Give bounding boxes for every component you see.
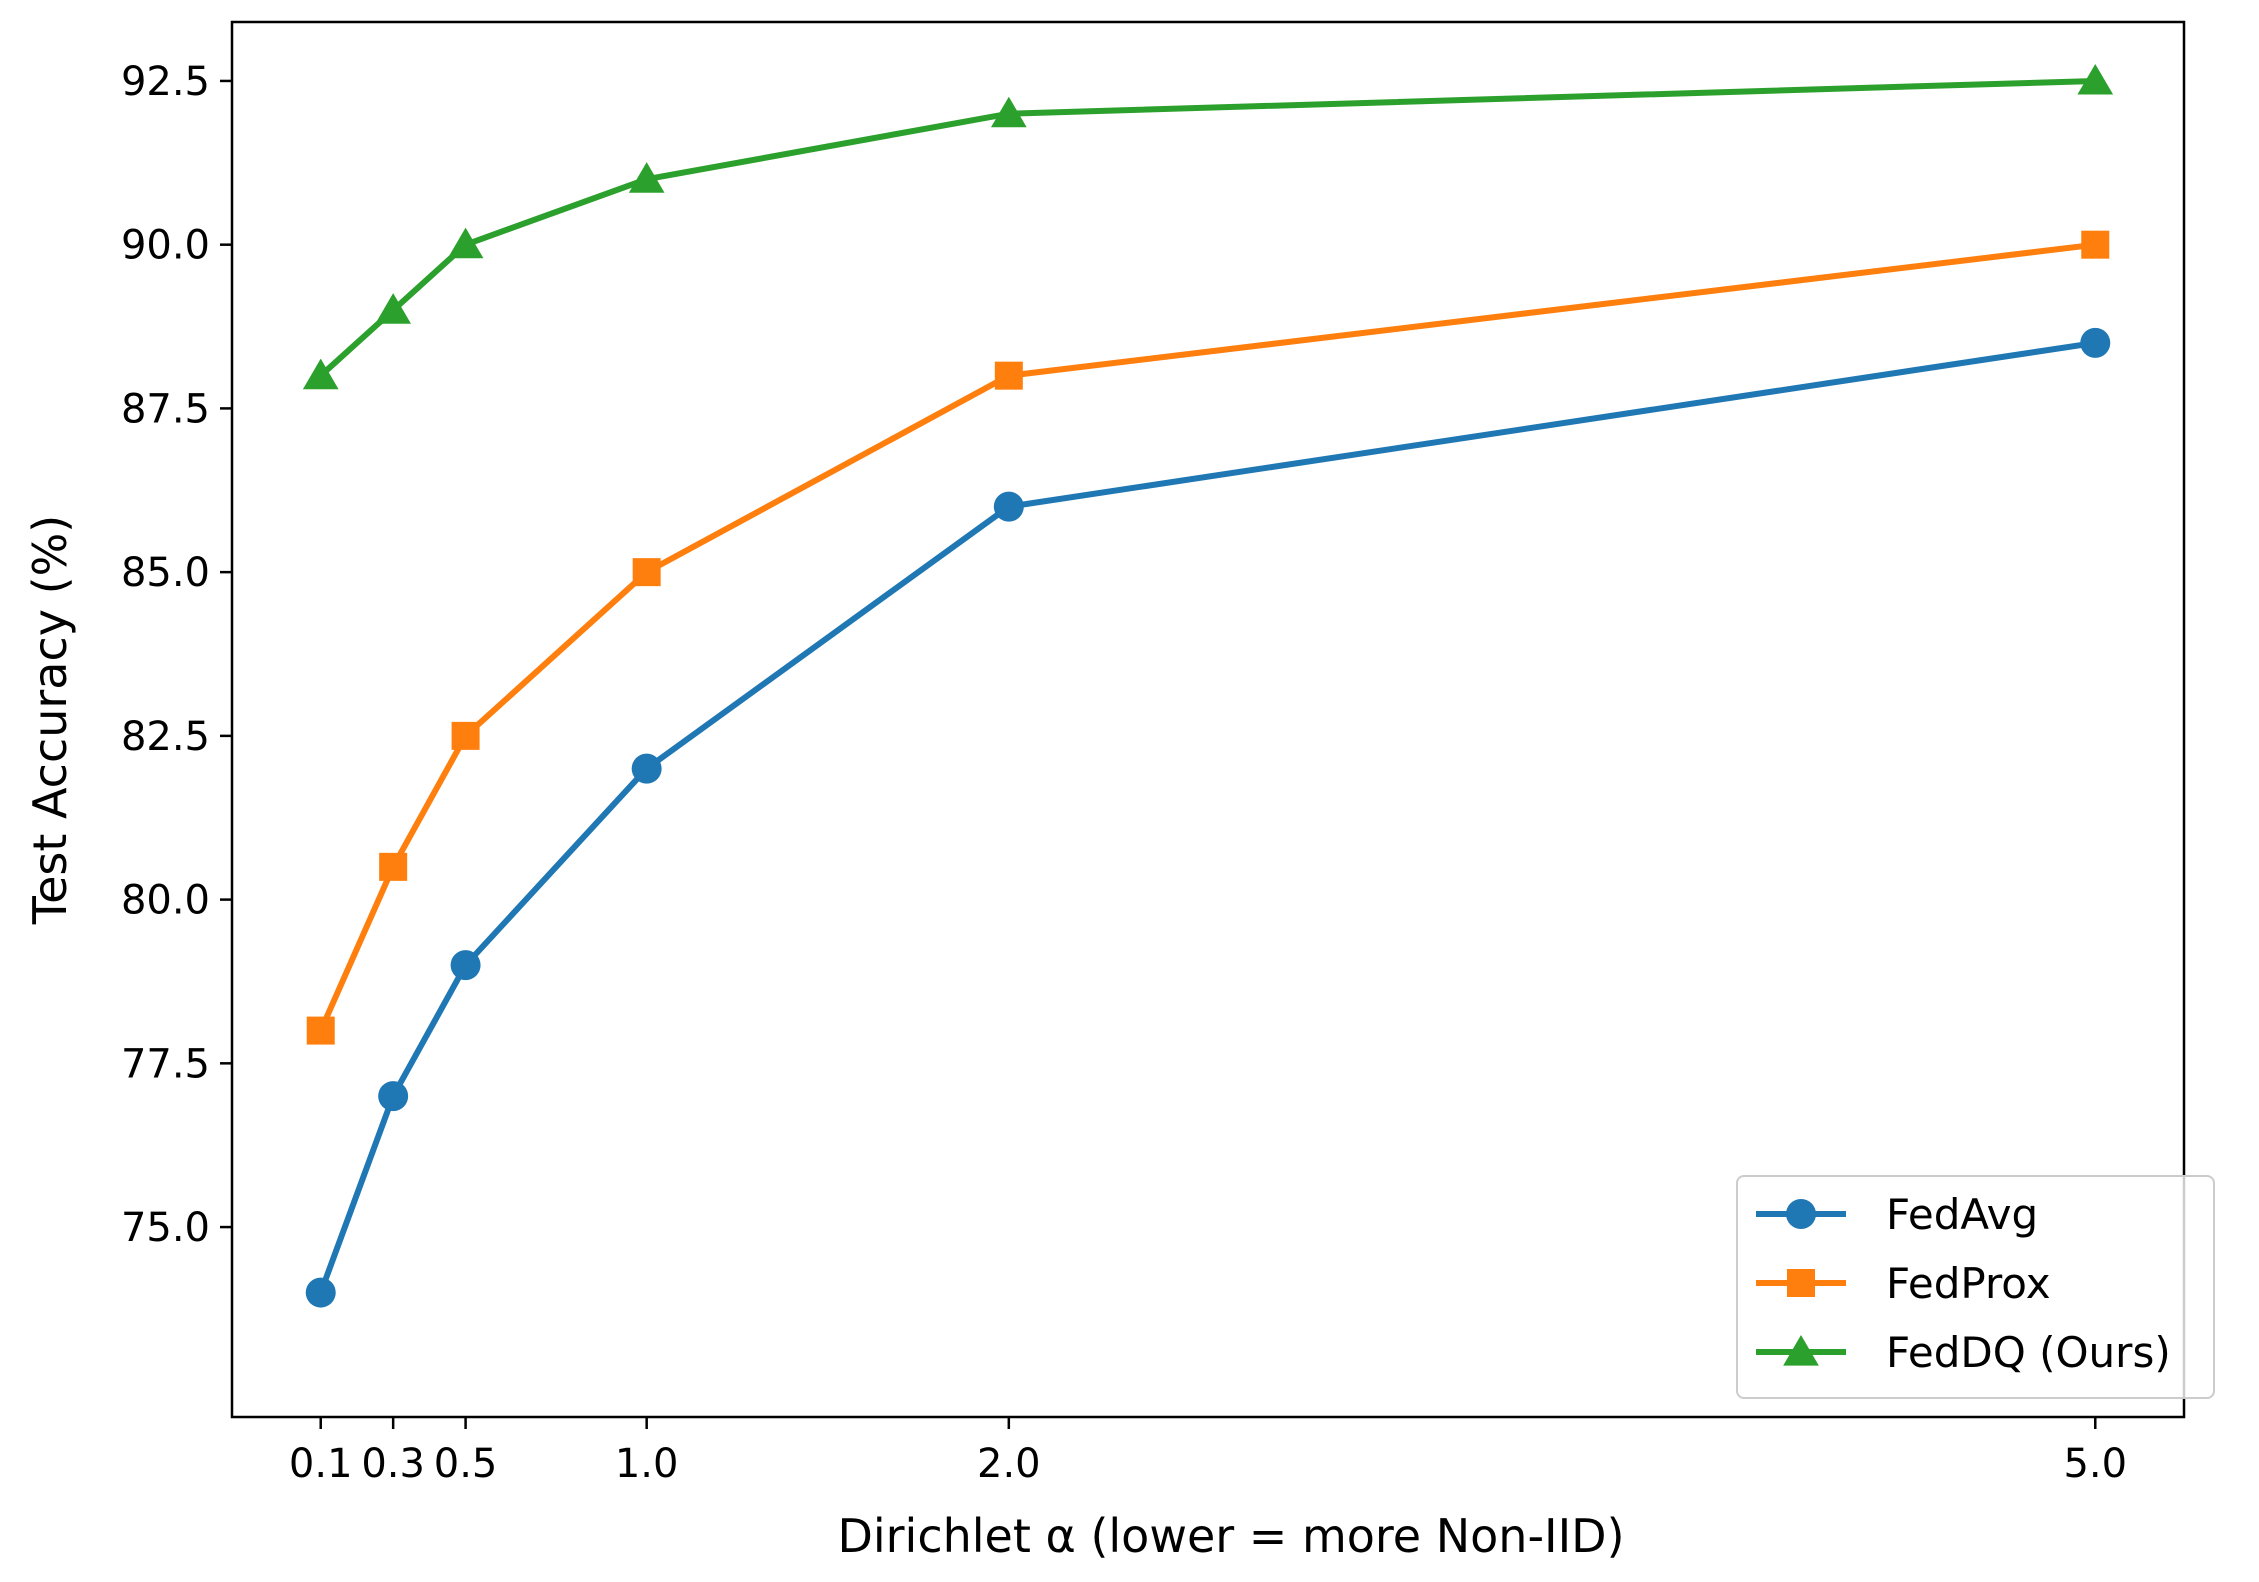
y-tick-label: 90.0 [121, 223, 210, 269]
y-tick-label: 87.5 [121, 386, 210, 432]
legend-label: FedDQ (Ours) [1886, 1328, 2171, 1377]
y-tick-label: 82.5 [121, 714, 210, 760]
data-point [2080, 327, 2111, 358]
y-tick-label: 75.0 [121, 1205, 210, 1251]
x-tick-label: 0.5 [434, 1441, 498, 1487]
y-tick-label: 92.5 [121, 59, 210, 105]
y-axis-label: Test Accuracy (%) [23, 515, 77, 925]
y-tick-label: 80.0 [121, 878, 210, 924]
data-point [378, 1081, 409, 1112]
legend-box [1736, 1175, 2215, 1399]
legend-marker [1786, 1199, 1816, 1229]
legend-label: FedProx [1886, 1259, 2051, 1308]
x-tick-label: 0.1 [289, 1441, 353, 1487]
legend-label: FedAvg [1886, 1190, 2038, 1239]
data-point [2081, 230, 2110, 259]
data-point [305, 1277, 336, 1308]
data-point [306, 1016, 335, 1045]
x-tick-label: 0.3 [361, 1441, 425, 1487]
data-point [628, 162, 665, 193]
data-point [451, 721, 480, 750]
x-axis: 0.1 0.3 0.5 1.0 2.0 5.0 [289, 1417, 2127, 1487]
x-tick-label: 2.0 [977, 1441, 1041, 1487]
data-point [994, 361, 1023, 390]
series-line [317, 339, 2099, 1296]
y-tick-label: 77.5 [121, 1041, 210, 1087]
y-tick-label: 85.0 [121, 550, 210, 596]
series-layer [302, 63, 2114, 1308]
data-point [631, 753, 662, 784]
data-point [2077, 63, 2114, 95]
plot-frame [230, 20, 2186, 1419]
series-line [317, 241, 2099, 1034]
series-fedprox [306, 230, 2110, 1045]
data-point [375, 293, 412, 324]
x-tick-label: 5.0 [2063, 1441, 2127, 1487]
legend-marker [1787, 1269, 1815, 1297]
data-point [450, 950, 481, 981]
data-point [993, 491, 1024, 522]
legend-entry: FedAvg [1756, 1190, 2038, 1239]
x-axis-label: Dirichlet α (lower = more Non-IID) [837, 1509, 1624, 1563]
data-point [379, 852, 408, 881]
legend-entry: FedDQ (Ours) [1756, 1328, 2171, 1377]
series-fedavg [305, 327, 2111, 1308]
legend: FedAvg FedProx FedDQ (Ours) [1736, 1175, 2215, 1399]
legend-marker [1783, 1335, 1819, 1366]
data-point [447, 227, 484, 259]
y-axis: 75.0 77.5 80.0 82.5 85.0 87.5 90.0 92.5 [121, 59, 232, 1251]
data-point [302, 358, 339, 390]
series-feddq-ours [302, 63, 2114, 390]
data-point [990, 96, 1027, 128]
x-tick-label: 1.0 [615, 1441, 679, 1487]
data-point [632, 558, 661, 587]
legend-entry: FedProx [1756, 1259, 2051, 1308]
